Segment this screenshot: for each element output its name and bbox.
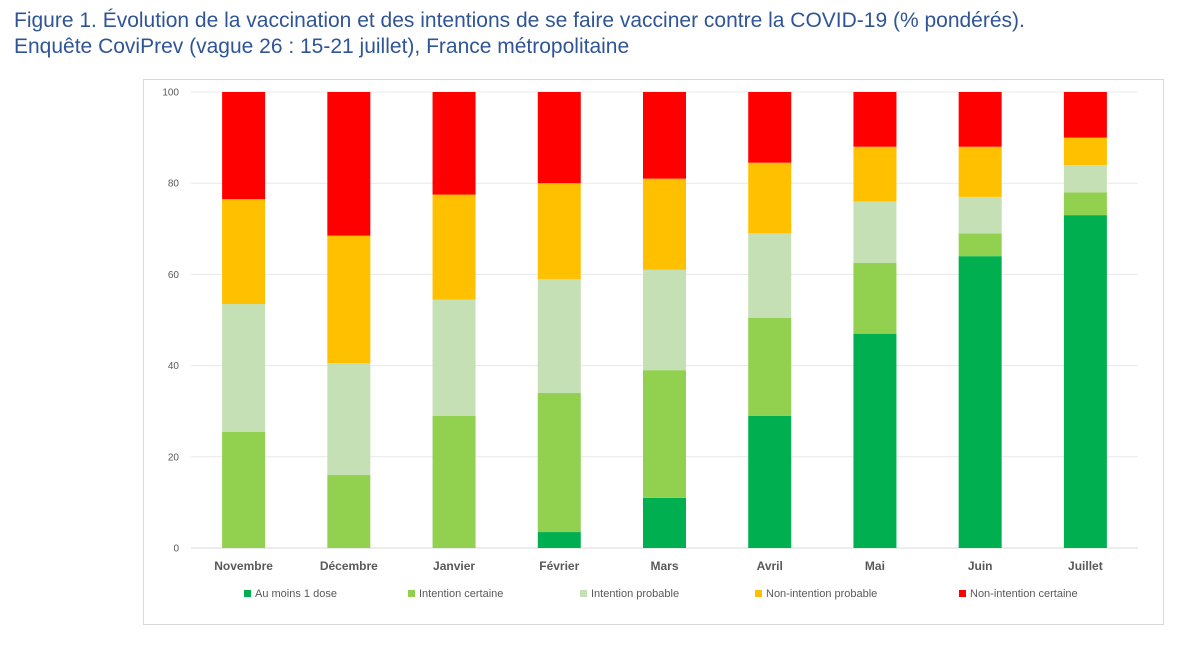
legend-swatch-1	[244, 590, 251, 597]
x-category-label-1: Novembre	[214, 559, 273, 573]
y-tick-label-20: 20	[168, 452, 180, 463]
bar-segment-1-5	[643, 497, 686, 548]
legend-label-1: Au moins 1 dose	[255, 588, 337, 600]
bar-segment-5-7	[853, 92, 897, 147]
bar-segment-4-8	[958, 146, 1002, 197]
bar-segment-1-9	[1063, 215, 1107, 548]
bar-segment-4-9	[1063, 137, 1107, 165]
bar-segment-1-7	[853, 333, 897, 548]
bar-segment-5-5	[643, 92, 686, 179]
bar-segment-4-2	[327, 235, 371, 364]
bar-segment-3-9	[1063, 164, 1107, 193]
y-tick-label-0: 0	[173, 544, 179, 555]
bar-segment-4-5	[643, 178, 686, 270]
x-category-label-5: Mars	[650, 559, 678, 573]
y-axis: 0 20 40 60 80 100	[162, 88, 179, 555]
x-category-label-3: Janvier	[433, 559, 475, 573]
bar-segment-5-2	[327, 92, 371, 236]
legend: Au moins 1 dose Intention certaine Intenti…	[244, 588, 1078, 600]
bar-segment-4-4	[537, 183, 581, 279]
legend-swatch-3	[580, 590, 587, 597]
x-category-label-6: Avril	[757, 559, 783, 573]
x-category-label-7: Mai	[865, 559, 885, 573]
legend-swatch-2	[408, 590, 415, 597]
bar-segment-3-4	[537, 278, 581, 393]
bar-segment-3-1	[222, 304, 266, 432]
bar-segment-2-3	[432, 415, 476, 548]
legend-label-2: Intention certaine	[419, 588, 503, 600]
bar-segment-5-1	[222, 92, 266, 200]
bar-segment-2-4	[537, 392, 581, 533]
y-tick-label-60: 60	[168, 270, 180, 281]
bar-segment-5-4	[537, 92, 581, 184]
bar-segment-5-3	[432, 92, 476, 195]
y-tick-label-40: 40	[168, 361, 180, 372]
legend-swatch-4	[755, 590, 762, 597]
bar-segment-1-8	[958, 256, 1002, 548]
bar-segment-3-6	[748, 233, 792, 318]
bar-segment-2-8	[958, 233, 1002, 257]
bar-segment-4-1	[222, 199, 266, 305]
legend-label-4: Non-intention probable	[766, 588, 877, 600]
bar-segment-3-8	[958, 196, 1002, 234]
y-tick-label-100: 100	[162, 88, 179, 99]
bar-segment-2-1	[222, 431, 266, 548]
bar-segment-4-3	[432, 194, 476, 300]
stacked-bar-chart: 0 20 40 60 80 100 Novembre Décembre Janvier Févr…	[162, 88, 1138, 600]
legend-label-5: Non-intention certaine	[970, 588, 1078, 600]
bar-segment-2-9	[1063, 192, 1107, 216]
bar-segment-3-3	[432, 299, 476, 416]
figure-title: Figure 1. Évolution de la vaccination et…	[14, 8, 1025, 60]
figure-title-line-2: Enquête CoviPrev (vague 26 : 15-21 juill…	[14, 35, 630, 58]
x-category-label-9: Juillet	[1068, 559, 1103, 573]
bar-segment-2-6	[748, 317, 792, 416]
bar-segment-5-9	[1063, 92, 1107, 138]
bar-segment-4-6	[748, 162, 792, 234]
x-axis: Novembre Décembre Janvier Février Mars Avril M…	[214, 559, 1102, 573]
bar-segment-2-5	[643, 370, 686, 498]
bar-segment-5-8	[958, 92, 1002, 147]
bar-segment-4-7	[853, 146, 897, 202]
chart-frame: 0 20 40 60 80 100 Novembre Décembre Janvier Févr…	[143, 79, 1164, 625]
bar-segment-2-2	[327, 475, 371, 548]
x-category-label-4: Février	[539, 559, 579, 573]
legend-swatch-5	[959, 590, 966, 597]
bar-segment-3-7	[853, 201, 897, 263]
bar-segment-1-6	[748, 415, 792, 548]
bars	[222, 92, 1107, 548]
legend-label-3: Intention probable	[591, 588, 679, 600]
bar-segment-2-7	[853, 263, 897, 334]
figure-title-line-1: Figure 1. Évolution de la vaccination et…	[14, 9, 1025, 32]
y-tick-label-80: 80	[168, 179, 180, 190]
x-category-label-2: Décembre	[320, 559, 378, 573]
bar-segment-5-6	[748, 92, 792, 163]
x-category-label-8: Juin	[968, 559, 993, 573]
bar-segment-3-2	[327, 363, 371, 476]
bar-segment-3-5	[643, 269, 686, 371]
bar-segment-1-4	[537, 532, 581, 548]
